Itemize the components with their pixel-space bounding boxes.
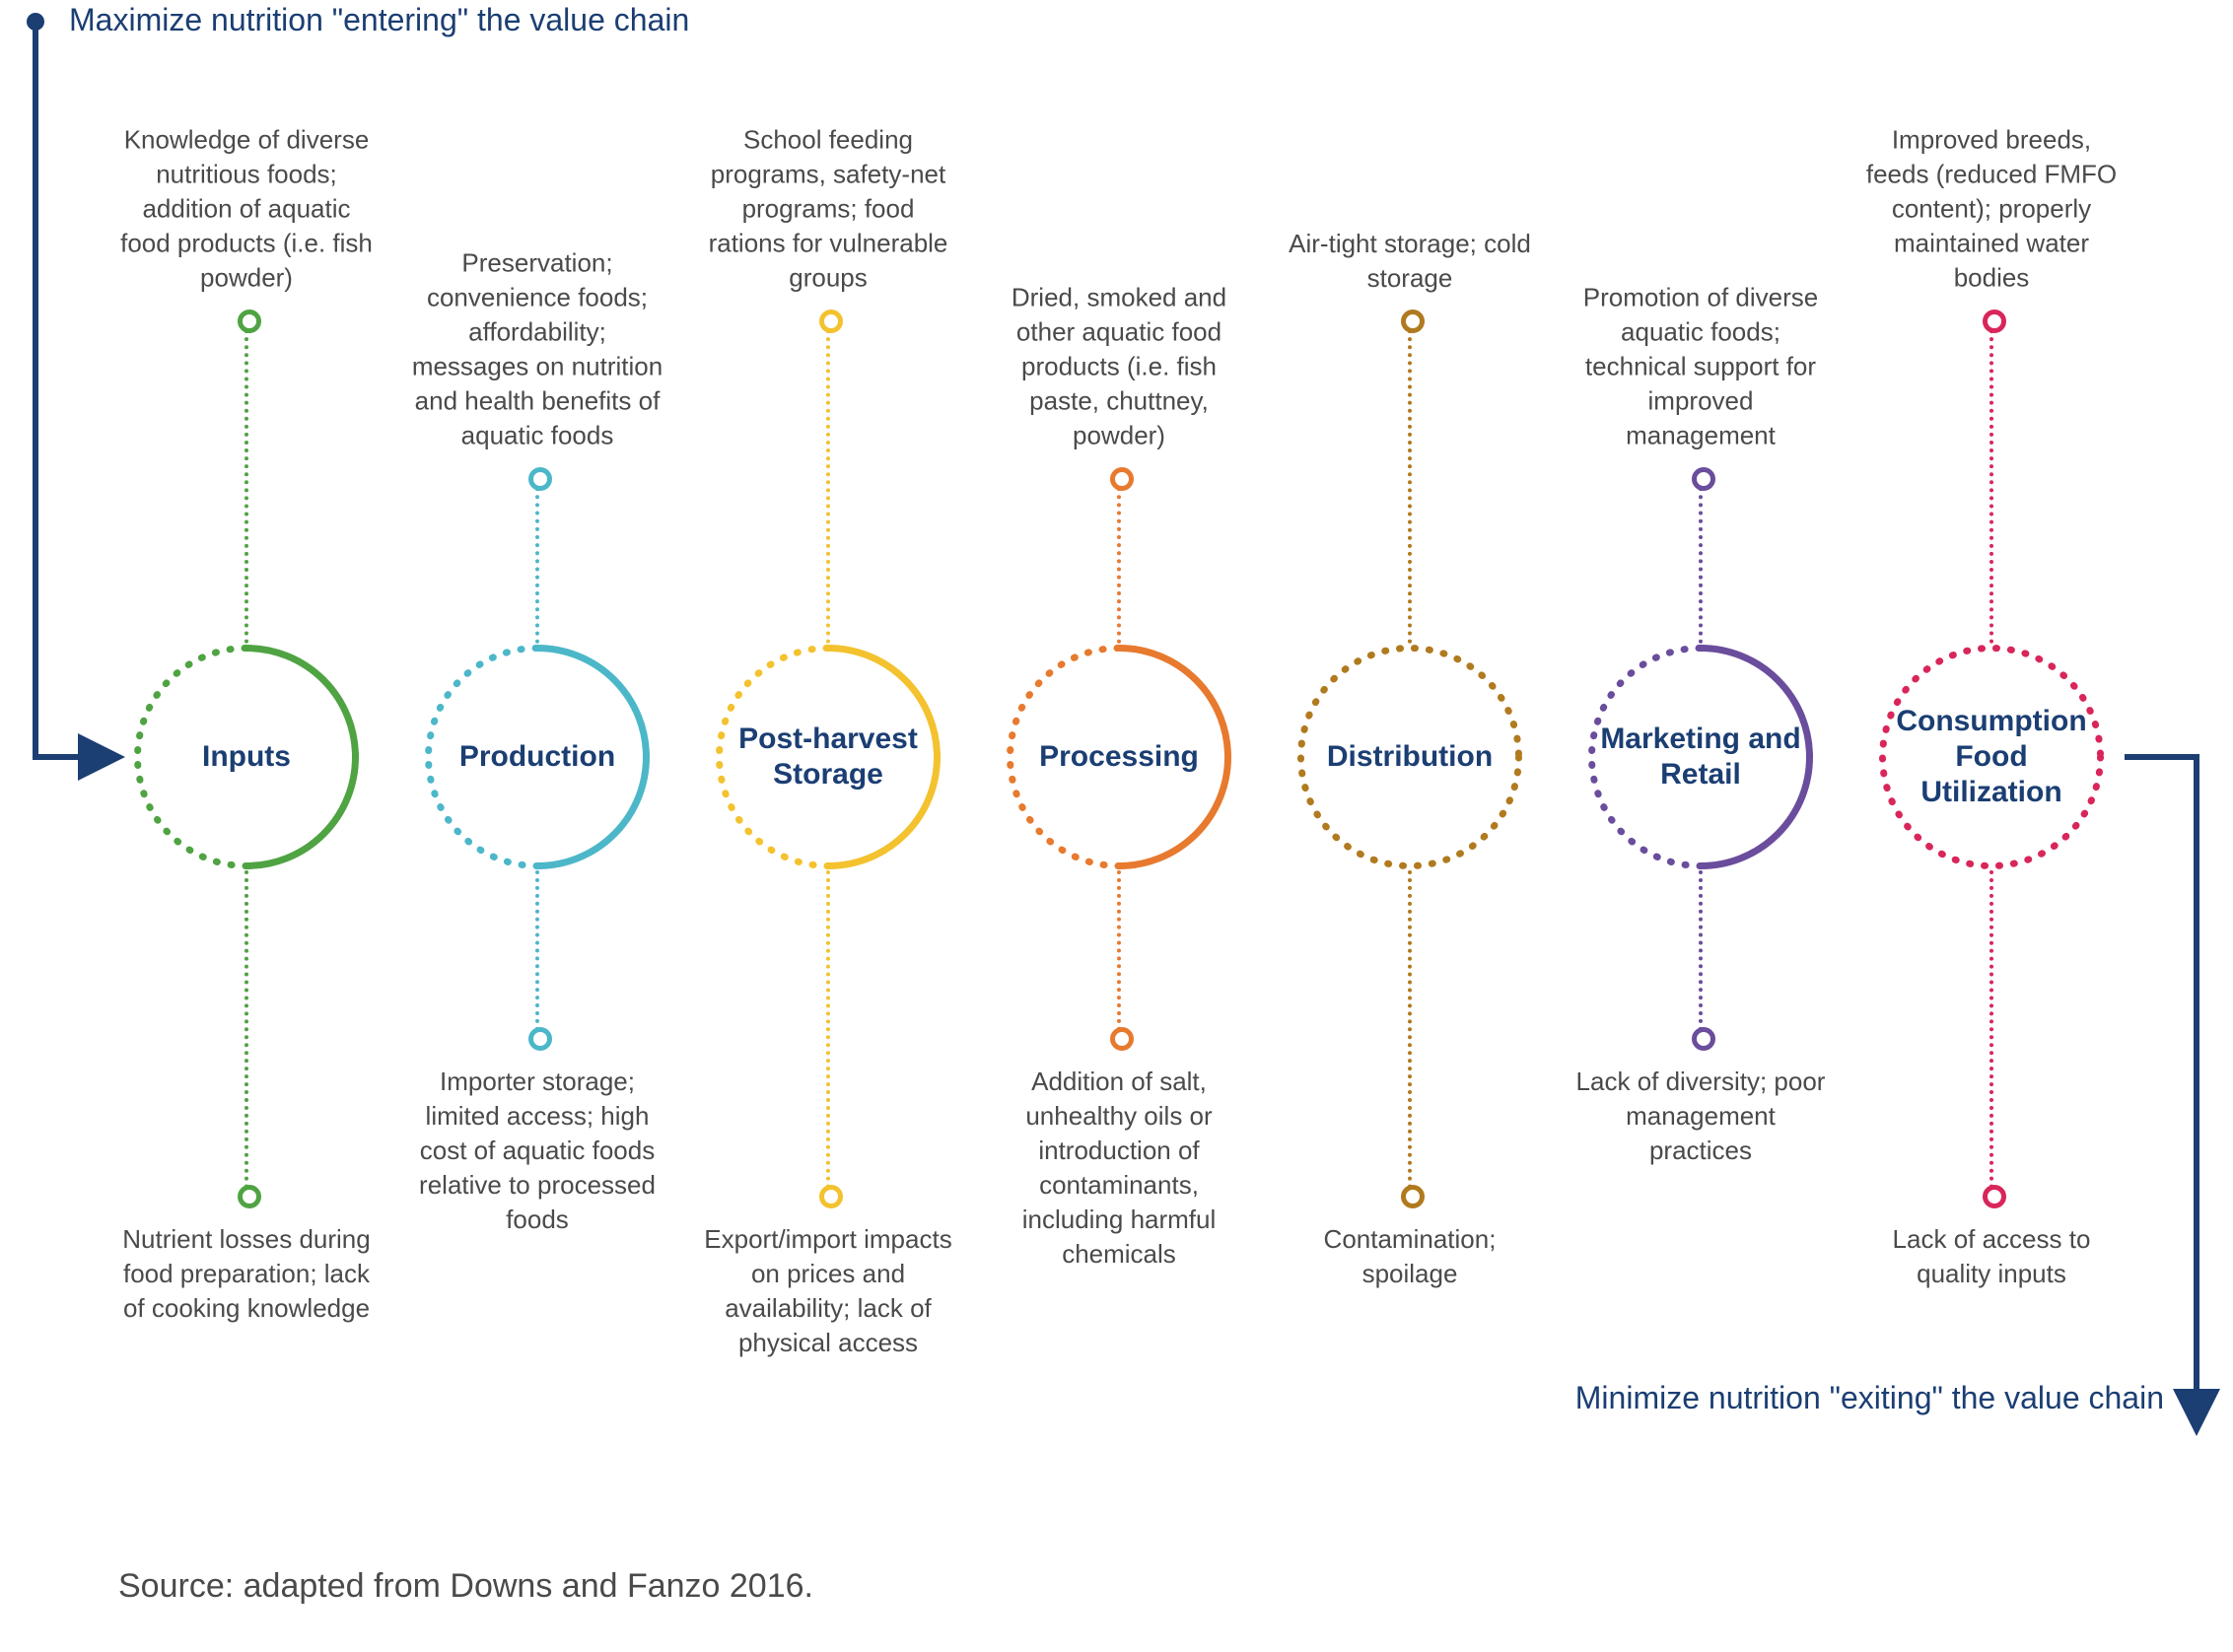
connector-bottom xyxy=(244,870,248,1197)
stage-distribution: Air-tight storage; cold storage Distribut… xyxy=(1282,0,1538,1479)
connector-top xyxy=(1699,479,1703,644)
stage-bottom-text: Lack of diversity; poor management pract… xyxy=(1572,1065,1829,1168)
connector-end-icon xyxy=(528,1027,552,1051)
connector-bottom xyxy=(1117,870,1121,1039)
connector-top xyxy=(1989,321,1993,644)
stage-circle: Post-harvest Storage xyxy=(715,644,942,870)
connector-bottom xyxy=(1699,870,1703,1039)
stage-bottom-text: Contamination; spoilage xyxy=(1282,1222,1538,1291)
stage-bottom-text: Importer storage; limited access; high c… xyxy=(409,1065,665,1237)
connector-bottom xyxy=(826,870,830,1197)
stage-top-text: Preservation; convenience foods; afforda… xyxy=(409,245,665,453)
connector-bottom xyxy=(535,870,539,1039)
stage-marketing-retail: Promotion of diverse aquatic foods; tech… xyxy=(1572,0,1829,1479)
connector-top xyxy=(1117,479,1121,644)
connector-end-icon xyxy=(1983,1185,2006,1208)
connector-end-icon xyxy=(1401,310,1425,333)
connector-end-icon xyxy=(238,310,261,333)
connector-end-icon xyxy=(238,1185,261,1208)
stage-circle: Processing xyxy=(1006,644,1232,870)
stage-bottom-text: Addition of salt, unhealthy oils or intr… xyxy=(991,1065,1247,1273)
stage-circle: Production xyxy=(424,644,651,870)
stage-top-text: Knowledge of diverse nutritious foods; a… xyxy=(118,123,375,296)
connector-end-icon xyxy=(1692,1027,1715,1051)
connector-bottom xyxy=(1989,870,1993,1197)
source-citation: Source: adapted from Downs and Fanzo 201… xyxy=(118,1567,813,1606)
connector-end-icon xyxy=(819,1185,843,1208)
connector-end-icon xyxy=(1983,310,2006,333)
stage-processing: Dried, smoked and other aquatic food pro… xyxy=(991,0,1247,1479)
stage-circle: Inputs xyxy=(133,644,360,870)
connector-top xyxy=(535,479,539,644)
stage-inputs: Knowledge of diverse nutritious foods; a… xyxy=(118,0,375,1479)
stage-circle: Marketing and Retail xyxy=(1587,644,1814,870)
connector-top xyxy=(244,321,248,644)
connector-bottom xyxy=(1408,870,1412,1197)
connector-top xyxy=(826,321,830,644)
stage-production: Preservation; convenience foods; afforda… xyxy=(409,0,665,1479)
stage-consumption: Improved breeds, feeds (reduced FMFO con… xyxy=(1863,0,2120,1479)
stage-top-text: Dried, smoked and other aquatic food pro… xyxy=(991,281,1247,453)
stage-bottom-text: Export/import impacts on prices and avai… xyxy=(700,1222,956,1360)
stage-bottom-text: Nutrient losses during food preparation;… xyxy=(118,1222,375,1326)
stage-top-text: Improved breeds, feeds (reduced FMFO con… xyxy=(1863,123,2120,296)
stage-bottom-text: Lack of access to quality inputs xyxy=(1863,1222,2120,1291)
stage-post-harvest-storage: School feeding programs, safety-net prog… xyxy=(700,0,956,1479)
diagram-canvas: Maximize nutrition "entering" the value … xyxy=(0,0,2233,1652)
connector-end-icon xyxy=(528,467,552,491)
stage-top-text: School feeding programs, safety-net prog… xyxy=(700,123,956,296)
connector-end-icon xyxy=(1401,1185,1425,1208)
stage-circle: Distribution xyxy=(1296,644,1523,870)
connector-end-icon xyxy=(1692,467,1715,491)
connector-top xyxy=(1408,321,1412,644)
connector-end-icon xyxy=(819,310,843,333)
connector-end-icon xyxy=(1110,1027,1134,1051)
connector-end-icon xyxy=(1110,467,1134,491)
stage-top-text: Promotion of diverse aquatic foods; tech… xyxy=(1572,281,1829,453)
stage-top-text: Air-tight storage; cold storage xyxy=(1282,227,1538,296)
stage-circle: Consumption Food Utilization xyxy=(1878,644,2105,870)
